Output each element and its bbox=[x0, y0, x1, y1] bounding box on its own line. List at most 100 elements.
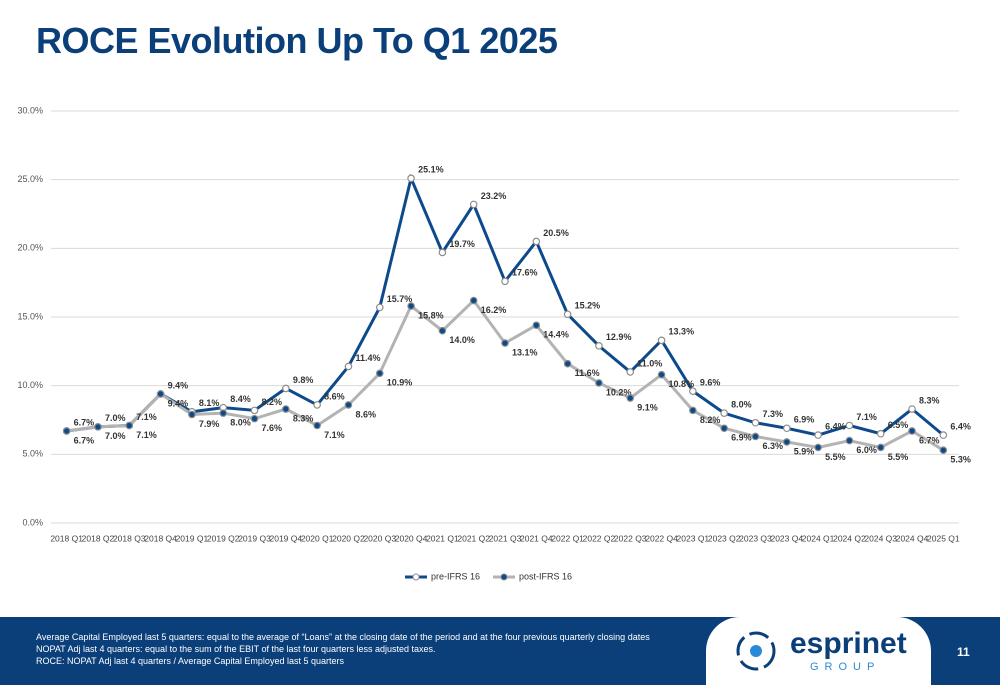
data-label: 6.4% bbox=[950, 421, 971, 431]
marker bbox=[845, 436, 854, 445]
data-label: 6.0% bbox=[856, 445, 877, 455]
marker bbox=[375, 369, 384, 378]
data-label: 11.6% bbox=[575, 368, 600, 378]
data-label: 10.8% bbox=[669, 379, 695, 389]
legend-label: post-IFRS 16 bbox=[519, 571, 572, 581]
x-tick-label: 2021 Q2 bbox=[457, 533, 490, 543]
marker bbox=[438, 248, 447, 257]
x-tick-label: 2018 Q4 bbox=[144, 533, 177, 543]
marker bbox=[782, 438, 791, 446]
marker bbox=[344, 401, 353, 409]
y-tick-label: 20.0% bbox=[17, 243, 43, 253]
data-label: 12.9% bbox=[606, 332, 632, 342]
x-tick-label: 2024 Q2 bbox=[833, 533, 866, 543]
title: ROCE Evolution Up To Q1 2025 bbox=[36, 20, 558, 61]
marker bbox=[782, 424, 791, 433]
marker bbox=[751, 418, 760, 427]
data-label: 5.3% bbox=[950, 455, 971, 465]
page-number: 11 bbox=[957, 645, 970, 659]
y-tick-label: 30.0% bbox=[17, 105, 43, 115]
marker bbox=[282, 405, 290, 413]
data-label: 8.4% bbox=[230, 394, 251, 404]
marker bbox=[876, 429, 885, 438]
x-tick-label: 2018 Q1 bbox=[50, 533, 83, 543]
data-label: 7.0% bbox=[105, 413, 126, 423]
marker bbox=[845, 421, 854, 430]
marker bbox=[689, 387, 697, 395]
x-tick-label: 2024 Q4 bbox=[896, 533, 929, 543]
data-label: 25.1% bbox=[418, 165, 444, 175]
data-label: 14.4% bbox=[543, 330, 569, 340]
data-label: 6.9% bbox=[794, 415, 815, 425]
x-tick-label: 2021 Q1 bbox=[426, 533, 459, 543]
marker bbox=[250, 414, 259, 423]
y-tick-label: 5.0% bbox=[22, 449, 43, 459]
marker bbox=[939, 431, 948, 439]
x-tick-label: 2020 Q2 bbox=[332, 533, 365, 543]
marker bbox=[595, 342, 603, 350]
data-label: 8.0% bbox=[731, 400, 752, 410]
marker bbox=[563, 359, 572, 368]
chart: 0.0% 5.0% 10.0% 15.0% 20.0% 25.0% 30.0% 2018 Q1… bbox=[17, 105, 971, 581]
data-label: 19.7% bbox=[449, 239, 475, 249]
marker bbox=[313, 401, 321, 409]
marker bbox=[94, 423, 102, 431]
data-label: 7.1% bbox=[136, 412, 157, 422]
marker bbox=[689, 406, 697, 415]
legend-label: pre-IFRS 16 bbox=[431, 571, 480, 581]
data-label: 7.1% bbox=[856, 412, 877, 422]
data-label: 6.4% bbox=[825, 421, 846, 431]
data-label: 5.9% bbox=[794, 446, 815, 456]
data-label: 8.6% bbox=[324, 391, 345, 401]
data-label: 8.3% bbox=[919, 395, 940, 405]
data-label: 6.7% bbox=[74, 435, 95, 445]
marker bbox=[657, 336, 666, 345]
x-tick-label: 2022 Q1 bbox=[551, 533, 584, 543]
marker bbox=[532, 321, 541, 330]
data-label: 6.3% bbox=[762, 441, 783, 451]
data-label: 20.5% bbox=[543, 228, 569, 238]
data-label: 8.0% bbox=[230, 418, 251, 428]
marker bbox=[501, 339, 509, 347]
data-label: 15.8% bbox=[418, 310, 444, 320]
logo-name: esprinet bbox=[790, 627, 907, 660]
data-label: 8.3% bbox=[293, 413, 314, 423]
data-label: 9.1% bbox=[637, 402, 658, 412]
x-tick-label: 2020 Q1 bbox=[301, 533, 334, 543]
notes: Average Capital Employed last 5 quarters… bbox=[36, 631, 650, 667]
data-label: 9.6% bbox=[700, 378, 721, 388]
data-label: 11.0% bbox=[637, 358, 662, 368]
logo: esprinet GROUP bbox=[706, 617, 931, 685]
x-tick-label: 2019 Q2 bbox=[207, 533, 240, 543]
marker bbox=[908, 405, 916, 413]
marker bbox=[814, 443, 822, 452]
x-tick-label: 2018 Q3 bbox=[113, 533, 146, 543]
data-label: 7.9% bbox=[199, 419, 220, 429]
x-tick-label: 2018 Q2 bbox=[82, 533, 115, 543]
data-label: 7.1% bbox=[324, 430, 345, 440]
x-tick-label: 2023 Q3 bbox=[739, 533, 772, 543]
marker bbox=[595, 379, 603, 387]
marker bbox=[156, 390, 165, 398]
x-tick-label: 2020 Q3 bbox=[363, 533, 396, 543]
note: Average Capital Employed last 5 quarters… bbox=[36, 632, 650, 642]
y-tick-label: 0.0% bbox=[22, 517, 43, 527]
marker bbox=[657, 370, 666, 379]
x-tick-label: 2020 Q4 bbox=[395, 533, 428, 543]
marker bbox=[939, 446, 948, 455]
data-label: 7.6% bbox=[262, 423, 283, 433]
marker bbox=[375, 303, 384, 312]
x-tick-label: 2019 Q3 bbox=[238, 533, 271, 543]
marker bbox=[751, 432, 760, 441]
x-tick-label: 2023 Q4 bbox=[770, 533, 803, 543]
marker bbox=[438, 326, 447, 335]
logo-icon bbox=[736, 631, 776, 671]
data-label: 8.2% bbox=[262, 397, 283, 407]
y-tick-label: 25.0% bbox=[17, 174, 43, 184]
data-label: 9.8% bbox=[293, 375, 314, 385]
data-label: 10.2% bbox=[606, 387, 632, 397]
marker bbox=[250, 406, 259, 415]
data-label: 8.1% bbox=[199, 398, 220, 408]
data-label: 13.1% bbox=[512, 347, 538, 357]
marker bbox=[125, 421, 134, 430]
